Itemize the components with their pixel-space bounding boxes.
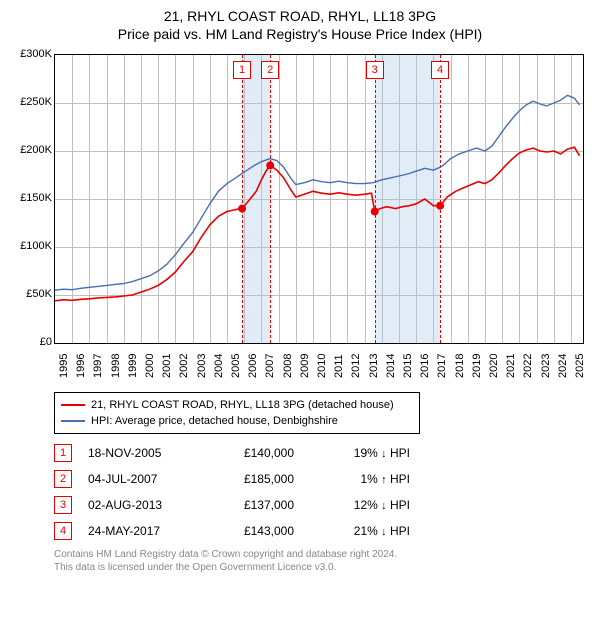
y-axis-label: £250K xyxy=(10,96,52,108)
legend-item-hpi: HPI: Average price, detached house, Denb… xyxy=(61,413,413,429)
x-axis-label: 2020 xyxy=(488,354,500,378)
legend-swatch xyxy=(61,404,85,406)
x-axis-label: 2014 xyxy=(385,354,397,378)
y-axis-label: £300K xyxy=(10,48,52,60)
sale-marker xyxy=(371,208,379,216)
x-axis-label: 2021 xyxy=(505,354,517,378)
footnote: Contains HM Land Registry data © Crown c… xyxy=(54,548,592,574)
legend-label: HPI: Average price, detached house, Denb… xyxy=(91,413,338,429)
event-number-box: 4 xyxy=(54,522,72,540)
event-diff: 12% ↓ HPI xyxy=(310,498,410,512)
x-axis-label: 2016 xyxy=(419,354,431,378)
event-price: £185,000 xyxy=(214,472,294,486)
x-axis-label: 2009 xyxy=(299,354,311,378)
event-row: 3 02-AUG-2013 £137,000 12% ↓ HPI xyxy=(54,496,592,514)
x-axis-label: 2010 xyxy=(316,354,328,378)
legend: 21, RHYL COAST ROAD, RHYL, LL18 3PG (det… xyxy=(54,392,420,434)
y-axis-label: £200K xyxy=(10,144,52,156)
event-row: 1 18-NOV-2005 £140,000 19% ↓ HPI xyxy=(54,444,592,462)
x-axis-label: 2019 xyxy=(471,354,483,378)
event-number-box: 2 xyxy=(54,470,72,488)
sale-marker xyxy=(238,205,246,213)
x-axis-label: 2003 xyxy=(196,354,208,378)
footnote-line: This data is licensed under the Open Gov… xyxy=(54,561,592,574)
x-axis-label: 2007 xyxy=(264,354,276,378)
legend-item-property: 21, RHYL COAST ROAD, RHYL, LL18 3PG (det… xyxy=(61,397,413,413)
x-axis-label: 2000 xyxy=(144,354,156,378)
y-axis-label: £150K xyxy=(10,192,52,204)
y-axis-label: £0 xyxy=(10,336,52,348)
chart-lines xyxy=(55,55,583,343)
x-axis-label: 2018 xyxy=(454,354,466,378)
event-date: 24-MAY-2017 xyxy=(88,524,198,538)
footnote-line: Contains HM Land Registry data © Crown c… xyxy=(54,548,592,561)
event-row: 2 04-JUL-2007 £185,000 1% ↑ HPI xyxy=(54,470,592,488)
x-axis-label: 2005 xyxy=(230,354,242,378)
event-diff: 1% ↑ HPI xyxy=(310,472,410,486)
series-property xyxy=(55,147,580,301)
page-subtitle: Price paid vs. HM Land Registry's House … xyxy=(8,26,592,42)
x-axis-label: 2023 xyxy=(540,354,552,378)
event-diff: 19% ↓ HPI xyxy=(310,446,410,460)
x-axis-label: 2006 xyxy=(247,354,259,378)
x-axis-label: 2004 xyxy=(213,354,225,378)
x-axis-label: 1995 xyxy=(58,354,70,378)
x-axis-label: 2012 xyxy=(350,354,362,378)
x-axis-label: 2017 xyxy=(436,354,448,378)
event-diff: 21% ↓ HPI xyxy=(310,524,410,538)
x-axis-label: 2024 xyxy=(557,354,569,378)
event-date: 04-JUL-2007 xyxy=(88,472,198,486)
legend-swatch xyxy=(61,420,85,422)
x-axis-label: 2015 xyxy=(402,354,414,378)
event-number-box: 3 xyxy=(54,496,72,514)
legend-label: 21, RHYL COAST ROAD, RHYL, LL18 3PG (det… xyxy=(91,397,394,413)
event-price: £143,000 xyxy=(214,524,294,538)
event-price: £137,000 xyxy=(214,498,294,512)
x-axis-label: 2008 xyxy=(282,354,294,378)
event-date: 02-AUG-2013 xyxy=(88,498,198,512)
x-axis-label: 2001 xyxy=(161,354,173,378)
event-date: 18-NOV-2005 xyxy=(88,446,198,460)
x-axis-label: 2013 xyxy=(368,354,380,378)
y-axis-label: £50K xyxy=(10,288,52,300)
sale-marker xyxy=(436,202,444,210)
x-axis-label: 1998 xyxy=(110,354,122,378)
page-title: 21, RHYL COAST ROAD, RHYL, LL18 3PG xyxy=(8,8,592,24)
x-axis-label: 1997 xyxy=(92,354,104,378)
event-row: 4 24-MAY-2017 £143,000 21% ↓ HPI xyxy=(54,522,592,540)
sale-marker xyxy=(266,161,274,169)
event-number-box: 1 xyxy=(54,444,72,462)
plot-area: 1234 xyxy=(54,54,584,344)
x-axis-label: 2011 xyxy=(333,354,345,378)
x-axis-label: 2022 xyxy=(522,354,534,378)
y-axis-label: £100K xyxy=(10,240,52,252)
x-axis-label: 2025 xyxy=(574,354,586,378)
events-table: 1 18-NOV-2005 £140,000 19% ↓ HPI 2 04-JUL-200… xyxy=(54,444,592,540)
x-axis-label: 1999 xyxy=(127,354,139,378)
x-axis-label: 1996 xyxy=(75,354,87,378)
price-chart: £0 £50K £100K £150K £200K £250K £300K 1234 199… xyxy=(8,48,592,388)
event-price: £140,000 xyxy=(214,446,294,460)
x-axis-label: 2002 xyxy=(178,354,190,378)
